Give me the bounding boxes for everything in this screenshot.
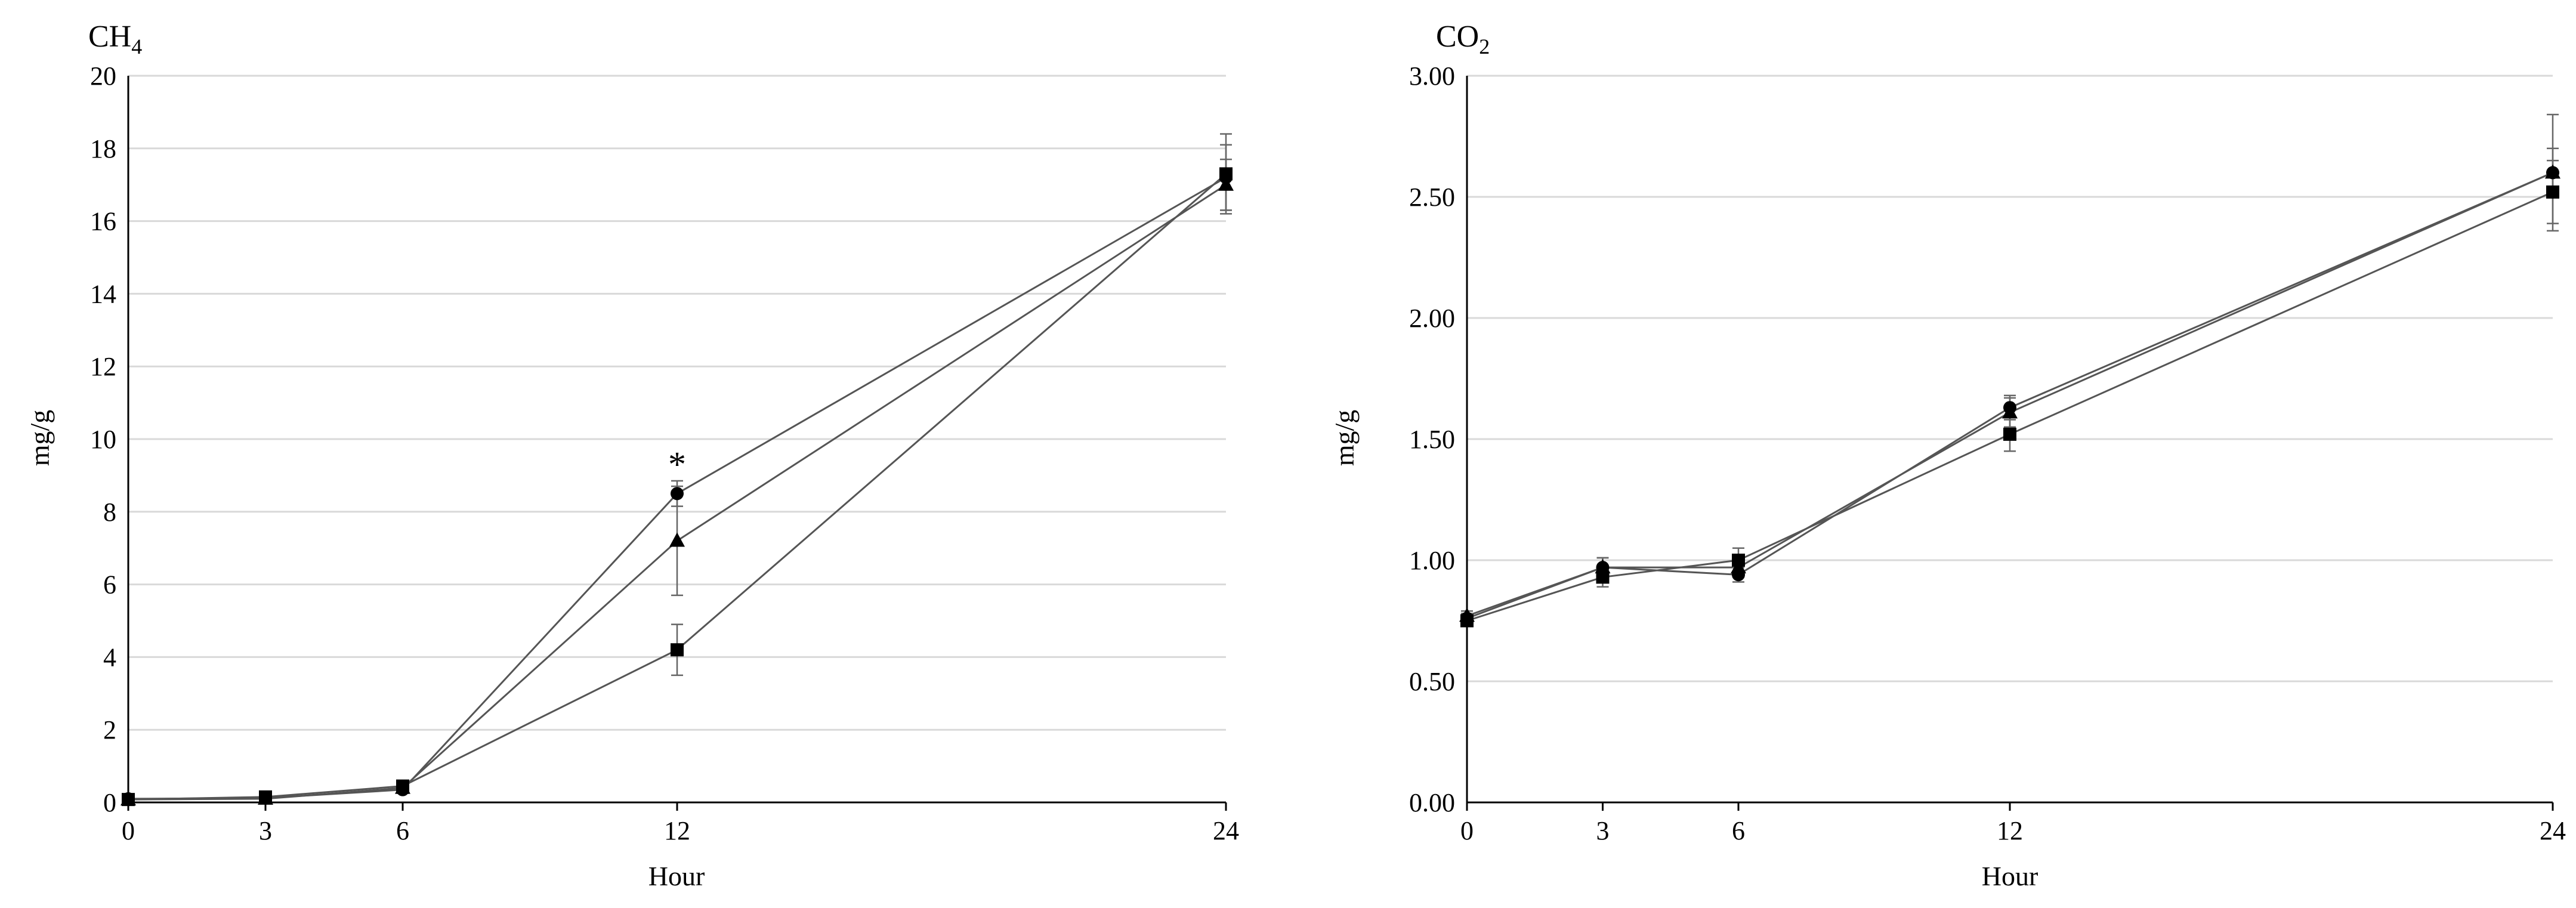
y-tick-label: 12 [90, 352, 116, 381]
data-point-square [1732, 554, 1745, 567]
x-tick-label: 12 [1997, 816, 2023, 845]
chart-title-subscript: 4 [131, 35, 142, 58]
y-tick-label: 6 [103, 570, 116, 600]
data-point-triangle [669, 532, 685, 547]
data-point-square [1460, 614, 1474, 628]
x-axis-label: Hour [648, 861, 705, 891]
data-point-square [122, 793, 135, 807]
data-point-square [259, 790, 272, 804]
data-point-square [2003, 427, 2016, 441]
y-tick-label: 20 [90, 61, 116, 91]
y-tick-label: 8 [103, 498, 116, 527]
x-tick-label: 12 [664, 816, 690, 845]
data-point-square [396, 779, 409, 793]
y-axis-label: mg/g [1329, 410, 1360, 467]
significance-marker: * [668, 445, 686, 484]
y-tick-label: 18 [90, 134, 116, 163]
y-axis-label: mg/g [24, 410, 55, 467]
x-tick-label: 6 [396, 816, 409, 845]
y-tick-label: 1.00 [1409, 546, 1455, 575]
x-tick-label: 3 [1596, 816, 1610, 845]
data-point-square [2546, 185, 2559, 199]
x-tick-label: 0 [1460, 816, 1474, 845]
data-point-square [1596, 570, 1610, 584]
y-tick-label: 3.00 [1409, 61, 1455, 91]
data-point-triangle [2002, 404, 2018, 419]
chart-title-main: CH [88, 20, 131, 54]
y-tick-label: 1.50 [1409, 425, 1455, 454]
y-tick-label: 2.00 [1409, 304, 1455, 333]
chart-title: CO2 [1436, 20, 1490, 58]
y-tick-label: 0.50 [1409, 667, 1455, 696]
data-point-square [1219, 167, 1233, 181]
series-line-triangle [1466, 172, 2553, 617]
y-tick-label: 14 [90, 279, 116, 308]
data-point-triangle [1218, 176, 1234, 191]
x-tick-label: 3 [259, 816, 272, 845]
data-point-triangle [2545, 164, 2560, 179]
y-tick-label: 0 [103, 788, 116, 817]
x-tick-label: 24 [1213, 816, 1239, 845]
y-tick-label: 16 [90, 207, 116, 236]
chart-title-subscript: 2 [1479, 35, 1490, 58]
chart-title-main: CO [1436, 20, 1479, 54]
data-point-circle [671, 487, 684, 501]
chart-title: CH4 [88, 20, 142, 58]
y-tick-label: 4 [103, 643, 116, 672]
co2-chart: CO2 mg/g Hour 0.00 0.50 1.00 1.50 2.00 2.50 3.… [1329, 20, 2566, 891]
x-tick-label: 0 [122, 816, 135, 845]
y-tick-label: 2 [103, 715, 116, 745]
y-tick-label: 10 [90, 425, 116, 454]
y-tick-label: 2.50 [1409, 183, 1455, 212]
data-point-triangle [1595, 559, 1611, 574]
x-tick-label: 24 [2540, 816, 2566, 845]
data-point-square [671, 643, 684, 657]
y-tick-label: 0.00 [1409, 788, 1455, 817]
x-axis-label: Hour [1982, 861, 2038, 891]
x-tick-label: 6 [1732, 816, 1745, 845]
